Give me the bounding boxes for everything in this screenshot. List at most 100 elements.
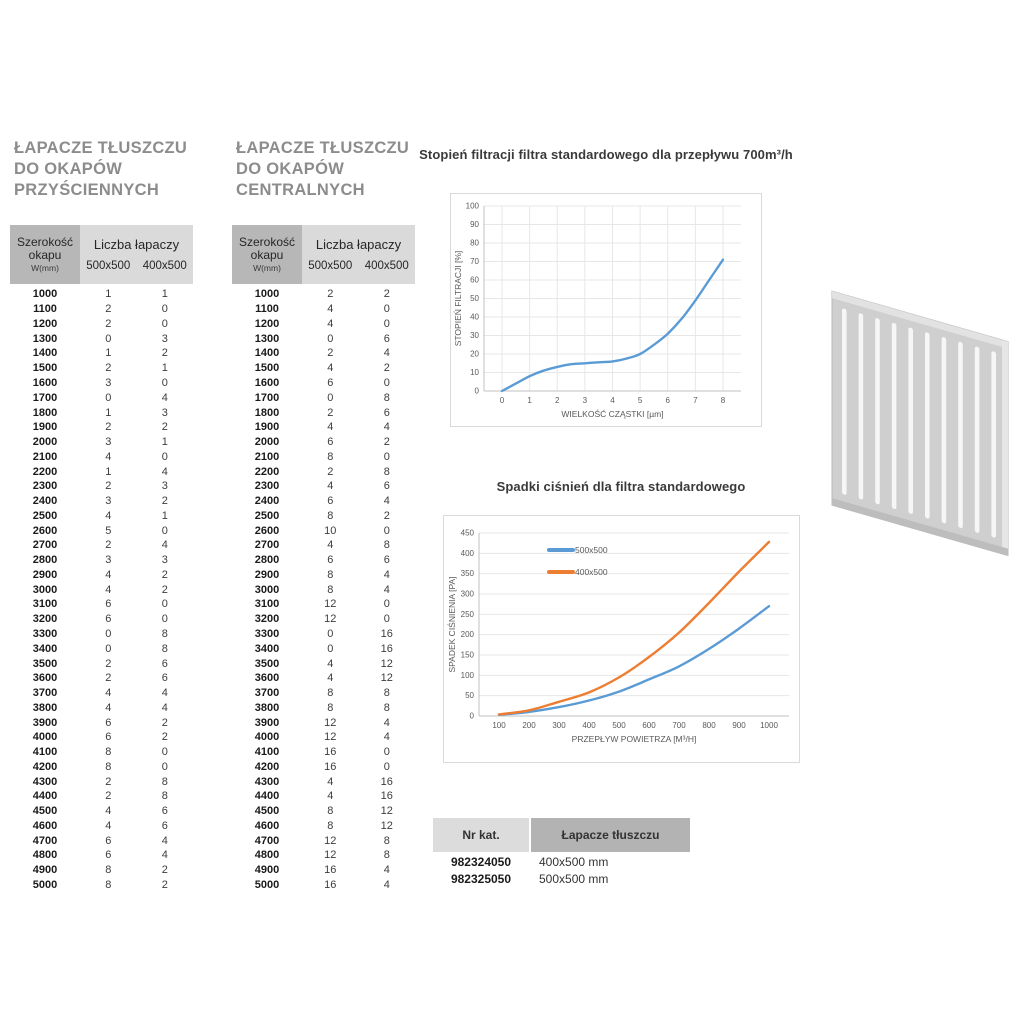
table-row: 1200 2 0	[10, 317, 193, 332]
hood-width-cell: 3800	[32, 701, 58, 714]
hood-width-cell: 3100	[32, 598, 58, 611]
catcher-count-cell: 3	[161, 554, 168, 567]
hood-width-cell: 1700	[254, 391, 280, 404]
catcher-count-cell: 8	[383, 687, 390, 700]
catcher-count-cell: 2	[105, 790, 112, 803]
catcher-count-cell: 2	[161, 347, 168, 360]
hood-width-cell: 1600	[32, 376, 58, 389]
svg-text:0: 0	[500, 396, 505, 405]
catcher-count-cell: 8	[383, 391, 390, 404]
hood-width-cell: 4400	[254, 790, 280, 803]
catcher-count-cell: 8	[105, 879, 112, 891]
catcher-count-cell: 2	[383, 362, 390, 375]
catcher-count-cell: 16	[324, 864, 337, 877]
catcher-count-cell: 12	[324, 731, 337, 744]
table-row: 3500 2 6	[10, 656, 193, 671]
catcher-count-cell: 2	[105, 539, 112, 552]
svg-text:5: 5	[638, 396, 643, 405]
catcher-count-cell: 2	[327, 406, 334, 419]
catcher-count-cell: 6	[105, 613, 112, 626]
filter-slat	[875, 318, 880, 505]
catcher-count-cell: 8	[105, 760, 112, 773]
hood-width-cell: 4700	[254, 834, 280, 847]
size-column-400x500: 400x500	[142, 260, 187, 272]
catalog-size: 500x500 mm	[539, 871, 609, 886]
hood-width-cell: 4700	[32, 834, 58, 847]
svg-text:300: 300	[461, 590, 475, 599]
catcher-count-cell: 8	[161, 775, 168, 788]
svg-text:30: 30	[470, 331, 479, 340]
table-row: 3900 6 2	[10, 715, 193, 730]
catcher-count-cell: 6	[105, 731, 112, 744]
table-row: 4800 12 8	[232, 848, 415, 863]
catcher-count-cell: 2	[105, 303, 112, 316]
catcher-count-cell: 2	[327, 288, 334, 301]
catalog-number-table: Nr kat. Łapacze tłuszczu 982324050 400x50…	[433, 818, 690, 887]
hood-width-cell: 2600	[32, 524, 58, 537]
table-row: 2400 6 4	[232, 494, 415, 509]
table-row: 3100 6 0	[10, 597, 193, 612]
catcher-count-cell: 8	[327, 687, 334, 700]
filter-slat	[974, 346, 980, 533]
catcher-count-cell: 12	[380, 819, 393, 832]
table-row: 3900 12 4	[232, 715, 415, 730]
hood-width-header-cell: Szerokość okapu W(mm)	[232, 225, 302, 284]
catcher-count-cell: 2	[383, 288, 390, 301]
filter-slat	[941, 337, 947, 524]
catcher-count-cell: 0	[383, 746, 390, 759]
catcher-count-cell: 6	[161, 657, 168, 670]
svg-text:50: 50	[470, 294, 479, 303]
hood-width-cell: 3300	[32, 627, 58, 640]
catcher-count-cell: 8	[383, 849, 390, 862]
table-row: 3800 8 8	[232, 700, 415, 715]
catcher-count-cell: 4	[161, 687, 168, 700]
table-row: 1000 2 2	[232, 287, 415, 302]
catcher-count-cell: 12	[324, 834, 337, 847]
gridlines	[484, 205, 741, 392]
catcher-count-cell: 4	[327, 775, 334, 788]
catcher-count-cell: 4	[327, 480, 334, 493]
table-row: 1100 2 0	[10, 302, 193, 317]
size-column-labels: 500x500 400x500	[302, 260, 415, 272]
section-title-central-hoods: ŁAPACZE TŁUSZCZU DO OKAPÓW CENTRALNYCH	[236, 139, 410, 199]
catcher-count-cell: 4	[161, 391, 168, 404]
axis-titles: PRZEPŁYW POWIETRZA [M³/H] SPADEK CIŚNIENI…	[446, 576, 696, 744]
hood-width-cell: 1700	[32, 391, 58, 404]
svg-text:200: 200	[461, 630, 475, 639]
catcher-count-cell: 1	[105, 288, 112, 301]
catcher-count-cell: 1	[105, 465, 112, 478]
catalog-table-header: Nr kat. Łapacze tłuszczu	[433, 818, 690, 852]
table-row: 3300 0 16	[232, 627, 415, 642]
catalog-number: 982325050	[450, 871, 512, 886]
hood-width-cell: 1500	[32, 362, 58, 375]
catcher-count-cell: 0	[161, 613, 168, 626]
size-column-500x500: 500x500	[308, 260, 353, 272]
series-line-400x500	[497, 540, 771, 716]
axis-titles: WIELKOŚĆ CZĄSTKI [µm] STOPIEŃ FILTRACJI […	[453, 251, 664, 419]
catcher-count-cell: 8	[327, 805, 334, 818]
catcher-count-cell: 4	[327, 657, 334, 670]
svg-text:350: 350	[461, 569, 475, 578]
catalog-header-product: Łapacze tłuszczu	[531, 818, 690, 852]
catcher-count-cell: 1	[105, 347, 112, 360]
grease-catchers-central-table: Szerokość okapu W(mm) Liczba łapaczy 500…	[232, 225, 415, 892]
hood-width-cell: 1000	[254, 288, 280, 301]
catcher-count-cell: 3	[161, 480, 168, 493]
pressure-drop-chart-title: Spadki ciśnień dla filtra standardowego	[496, 479, 746, 494]
catcher-count-cell: 8	[327, 509, 334, 522]
svg-text:7: 7	[693, 396, 698, 405]
table-row: 3100 12 0	[232, 597, 415, 612]
catcher-count-cell: 1	[105, 406, 112, 419]
filtration-chart-canvas: 0 10 20 30 40 50 60 70 80 90 100 0 1 2 3 4 5 6 7 8 WIELKOŚĆ …	[453, 202, 741, 419]
svg-text:6: 6	[666, 396, 671, 405]
hood-width-cell: 3600	[32, 672, 58, 685]
hood-width-cell: 3100	[254, 598, 280, 611]
svg-text:3: 3	[583, 396, 588, 405]
catcher-count-cell: 16	[324, 879, 337, 891]
catcher-count-cell: 0	[161, 450, 168, 463]
table-row: 2800 3 3	[10, 553, 193, 568]
svg-text:8: 8	[721, 396, 726, 405]
catcher-count-cell: 6	[161, 819, 168, 832]
section-title-wall-hoods: ŁAPACZE TŁUSZCZU DO OKAPÓW PRZYŚCIENNYCH	[14, 139, 188, 199]
catcher-count-cell: 2	[161, 421, 168, 434]
